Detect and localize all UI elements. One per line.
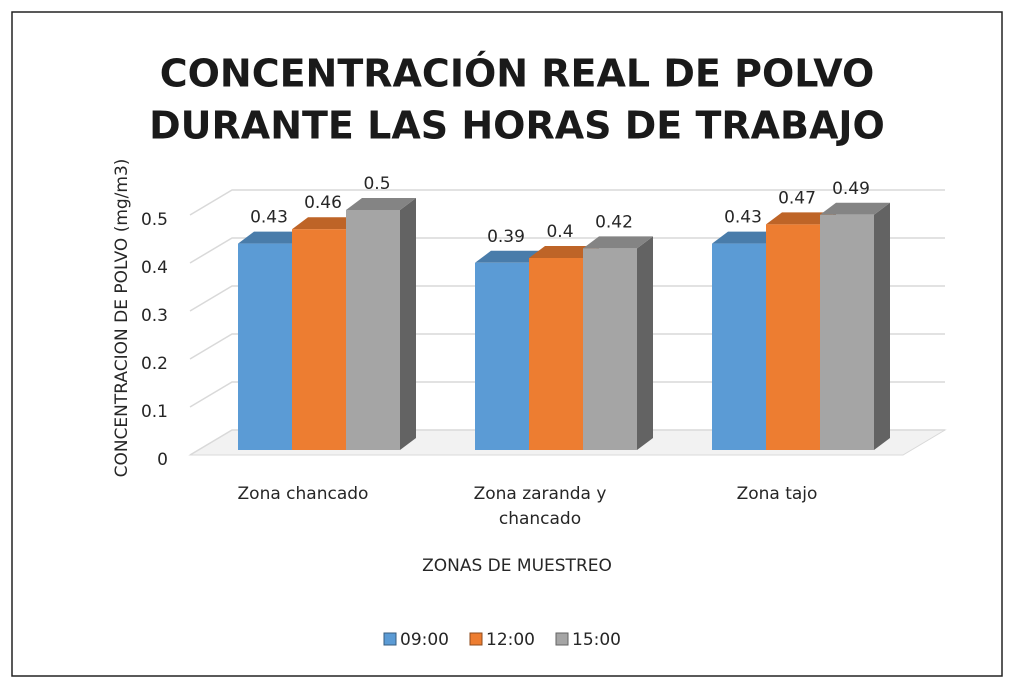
y-tick-label: 0.2 — [141, 354, 168, 374]
y-tick-label: 0 — [157, 450, 168, 470]
bar-front — [583, 248, 637, 450]
bar-front — [712, 243, 766, 450]
bar — [820, 202, 890, 450]
bar-front — [766, 224, 820, 450]
bar-front — [238, 243, 292, 450]
legend-swatch — [383, 632, 397, 646]
bar-top — [529, 246, 599, 258]
data-label: 0.42 — [595, 212, 633, 232]
y-axis-label: CONCENTRACION DE POLVO (mg/m3) — [112, 159, 132, 478]
data-label: 0.49 — [832, 179, 870, 199]
chart-title: CONCENTRACIÓN REAL DE POLVO — [160, 52, 875, 96]
x-tick-label: Zona chancado — [237, 484, 369, 504]
data-label: 0.39 — [487, 227, 525, 247]
grid-line — [189, 381, 945, 408]
grid-line — [189, 237, 945, 264]
data-label: 0.43 — [250, 208, 288, 228]
bar-top — [712, 231, 782, 244]
bar-front — [292, 229, 346, 450]
bar-top — [346, 198, 416, 210]
data-label: 0.5 — [363, 174, 390, 194]
data-label: 0.46 — [304, 193, 342, 213]
bar-front — [820, 214, 874, 450]
legend-swatch — [469, 632, 483, 646]
bar-top — [583, 236, 653, 249]
chart-title: DURANTE LAS HORAS DE TRABAJO — [149, 104, 885, 148]
bar-front — [346, 210, 400, 450]
legend-label: 09:00 — [400, 630, 449, 650]
bar-side — [400, 198, 416, 450]
grid-line — [189, 429, 945, 456]
bar-top — [766, 212, 836, 225]
y-tick-label: 0.5 — [141, 210, 168, 230]
y-tick-label: 0.3 — [141, 306, 168, 326]
data-label: 0.4 — [546, 222, 573, 242]
y-tick-label: 0.1 — [141, 402, 168, 422]
x-tick-label: Zona zaranda y chancado — [473, 484, 607, 529]
bar-side — [874, 202, 890, 450]
bar-top — [238, 231, 308, 244]
bar-top — [292, 217, 362, 230]
bar — [346, 198, 416, 450]
bar-top — [820, 202, 890, 215]
data-label: 0.43 — [724, 208, 762, 228]
bar-front — [529, 258, 583, 450]
y-tick-label: 0.4 — [141, 258, 168, 278]
bar-side — [637, 236, 653, 450]
grid-line — [189, 333, 945, 360]
x-tick-label: Zona tajo — [736, 484, 818, 504]
bar-top — [475, 250, 545, 263]
data-label: 0.47 — [778, 188, 816, 208]
grid-line — [189, 285, 945, 312]
grid-line — [189, 189, 945, 216]
x-axis-label: ZONAS DE MUESTREO — [422, 556, 612, 576]
bar-front — [475, 262, 529, 450]
legend-label: 12:00 — [486, 630, 535, 650]
legend-swatch — [555, 632, 569, 646]
legend-label: 15:00 — [572, 630, 621, 650]
bar — [583, 236, 653, 450]
